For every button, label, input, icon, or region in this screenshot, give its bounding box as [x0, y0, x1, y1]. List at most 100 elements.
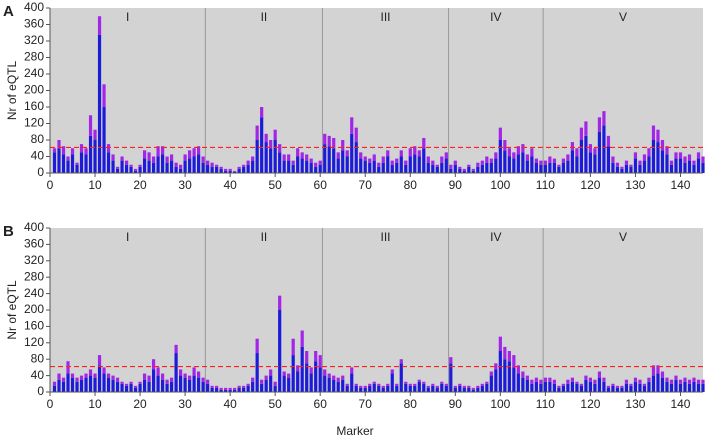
bar — [350, 117, 354, 134]
bar — [237, 166, 241, 169]
bar — [426, 162, 430, 173]
bar — [97, 355, 102, 366]
bar — [557, 387, 561, 392]
bar — [489, 375, 493, 392]
bar — [692, 377, 696, 382]
bar — [287, 373, 291, 378]
x-tick-label: 0 — [47, 397, 54, 411]
bar — [323, 133, 327, 145]
bar — [124, 160, 129, 165]
bar — [629, 383, 633, 386]
x-tick-label: 40 — [223, 178, 237, 192]
bar — [332, 379, 336, 392]
bar — [169, 154, 174, 161]
bar — [494, 158, 498, 173]
bar — [593, 383, 597, 392]
bar — [660, 371, 665, 378]
bar — [413, 383, 417, 386]
bar — [305, 160, 309, 173]
bar — [525, 379, 529, 392]
bar — [318, 367, 322, 392]
y-tick-label: 360 — [24, 17, 44, 31]
bar — [192, 156, 196, 173]
bar — [516, 154, 520, 173]
bar — [138, 381, 142, 384]
bar — [422, 137, 426, 149]
bar — [138, 383, 142, 392]
bar — [683, 156, 687, 163]
x-tick-label: 10 — [88, 178, 102, 192]
x-tick-label: 130 — [625, 178, 645, 192]
bar — [516, 373, 520, 392]
bar — [215, 387, 219, 392]
bar — [174, 344, 178, 354]
bar — [435, 166, 439, 173]
panel-label: B — [3, 223, 14, 240]
bar — [390, 369, 394, 374]
bar — [323, 375, 327, 392]
bar — [188, 158, 192, 173]
y-tick-label: 280 — [24, 269, 44, 283]
bar — [615, 166, 620, 173]
bar — [278, 310, 282, 392]
bar — [386, 156, 390, 173]
bar — [476, 387, 480, 392]
bar — [638, 160, 642, 165]
x-tick-label: 0 — [47, 178, 54, 192]
bar — [350, 367, 354, 374]
bar — [309, 158, 313, 163]
bar — [210, 162, 214, 167]
bar — [381, 387, 385, 392]
bar — [169, 381, 174, 392]
bar — [458, 168, 462, 173]
bar — [642, 160, 647, 173]
bar — [566, 154, 570, 161]
bar — [179, 168, 183, 173]
bar — [512, 152, 516, 159]
bar — [174, 166, 178, 173]
bar — [480, 383, 484, 386]
bar — [701, 379, 705, 384]
bar — [75, 381, 79, 392]
bar — [467, 387, 471, 392]
bar — [169, 160, 174, 173]
bar — [602, 111, 606, 126]
bar — [588, 144, 593, 153]
bar — [570, 142, 574, 151]
bar — [160, 379, 165, 392]
bar — [296, 148, 300, 157]
bar — [512, 367, 516, 392]
x-tick-label: 30 — [178, 397, 192, 411]
y-tick-label: 320 — [24, 253, 44, 267]
bar — [341, 375, 345, 380]
bar — [687, 160, 692, 173]
bar — [224, 389, 228, 392]
bar — [651, 365, 656, 376]
bar — [57, 140, 61, 149]
bar — [377, 383, 381, 386]
bar — [417, 156, 421, 173]
bar — [444, 152, 448, 159]
bar — [561, 385, 565, 392]
bar — [440, 381, 444, 384]
bar — [561, 162, 565, 173]
bar — [111, 379, 115, 392]
bar — [548, 377, 552, 382]
bar — [678, 158, 683, 173]
plot-background — [50, 8, 703, 173]
bar — [489, 371, 493, 376]
bar — [449, 168, 453, 173]
x-tick-label: 130 — [625, 397, 645, 411]
bar — [88, 135, 93, 173]
bar — [233, 387, 237, 390]
bar — [129, 166, 133, 173]
region-label: III — [380, 10, 390, 24]
bar — [264, 375, 268, 380]
bar — [552, 162, 556, 173]
bar — [696, 379, 701, 384]
bar — [615, 162, 620, 167]
bar — [539, 379, 543, 384]
bar — [597, 131, 602, 173]
bar — [597, 117, 602, 132]
bar — [350, 133, 354, 173]
